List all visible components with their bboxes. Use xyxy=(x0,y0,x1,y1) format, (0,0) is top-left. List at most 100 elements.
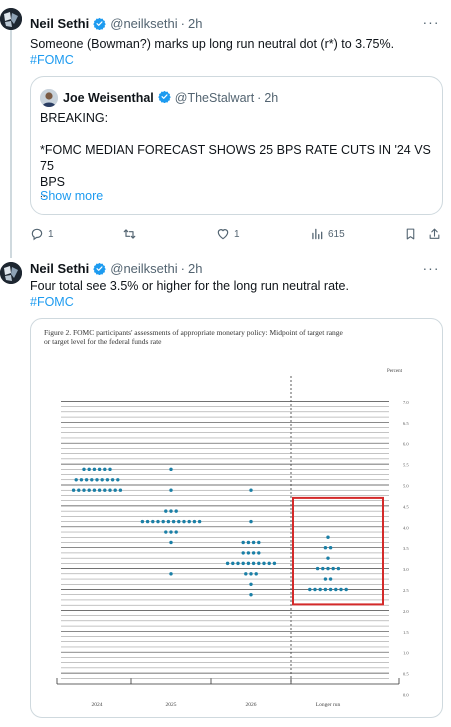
retweet-button[interactable] xyxy=(122,226,141,242)
tweet-body: Four total see 3.5% or higher for the lo… xyxy=(30,279,349,293)
participant-dot xyxy=(257,551,261,555)
author-name[interactable]: Neil Sethi xyxy=(30,15,90,31)
timestamp[interactable]: 2h xyxy=(188,15,203,31)
y-tick-label: 5.0 xyxy=(403,484,409,489)
share-button[interactable] xyxy=(428,226,441,242)
y-tick-label: 0.0 xyxy=(403,693,409,698)
y-axis-label: Percent xyxy=(387,369,403,374)
author-handle[interactable]: @neilksethi xyxy=(110,15,178,31)
heart-icon xyxy=(217,229,229,240)
hashtag-link[interactable]: #FOMC xyxy=(30,53,74,67)
participant-dot xyxy=(251,540,256,545)
timestamp[interactable]: 2h xyxy=(188,260,203,276)
participant-dot xyxy=(118,488,123,492)
y-tick-label: 1.5 xyxy=(403,630,409,635)
figure-title: Figure 2. FOMC participants' assessments… xyxy=(44,328,434,346)
participant-dot xyxy=(249,593,253,597)
participant-dot xyxy=(257,540,261,545)
participant-dot xyxy=(241,551,245,555)
more-options-icon[interactable]: ··· xyxy=(422,260,440,276)
hashtag-link[interactable]: #FOMC xyxy=(30,295,74,309)
participant-dot xyxy=(140,519,145,524)
participant-dot xyxy=(145,519,150,524)
quoted-avatar xyxy=(40,89,58,107)
participant-dot xyxy=(79,478,84,482)
author-name[interactable]: Neil Sethi xyxy=(30,260,90,276)
y-tick-label: 4.5 xyxy=(403,504,409,509)
participant-dot xyxy=(187,519,191,524)
verified-badge-icon xyxy=(93,17,107,30)
y-tick-label: 6.5 xyxy=(403,421,409,426)
share-icon xyxy=(429,228,440,239)
y-tick-label: 4.0 xyxy=(403,525,409,530)
like-button[interactable]: 1 xyxy=(216,226,240,242)
author-handle[interactable]: @neilksethi xyxy=(110,260,178,276)
quoted-tweet-body: BREAKING: *FOMC MEDIAN FORECAST SHOWS 25… xyxy=(40,110,432,200)
y-tick-label: 1.0 xyxy=(403,651,409,656)
participant-dot xyxy=(90,478,94,482)
participant-dot xyxy=(318,587,322,592)
participant-dot xyxy=(246,561,251,566)
x-tick-label: 2026 xyxy=(246,702,257,708)
retweet-icon xyxy=(123,229,136,239)
participant-dot xyxy=(251,561,256,566)
participant-dot xyxy=(116,478,120,482)
participant-dot xyxy=(100,478,104,482)
participant-dot xyxy=(326,556,330,560)
reply-icon xyxy=(31,228,43,241)
participant-dot xyxy=(103,467,107,472)
show-more-link[interactable]: Show more xyxy=(40,189,104,203)
quoted-tweet-card[interactable]: Joe Weisenthal @TheStalwart · 2h BREAKIN… xyxy=(30,76,443,215)
quoted-timestamp: 2h xyxy=(264,91,279,105)
more-options-icon[interactable]: ··· xyxy=(422,14,440,30)
bookmark-button[interactable] xyxy=(404,226,417,242)
x-tick-label: Longer run xyxy=(316,702,341,708)
person-avatar-icon xyxy=(40,89,58,107)
blank-line xyxy=(40,126,432,142)
participant-dot xyxy=(262,561,266,566)
y-tick-label: 0.5 xyxy=(403,672,409,677)
participant-dot xyxy=(339,587,343,592)
views-button[interactable]: 615 xyxy=(310,226,345,242)
avatar-logo-icon xyxy=(0,262,22,284)
attached-chart-image[interactable]: Figure 2. FOMC participants' assessments… xyxy=(30,318,443,718)
quoted-ellipsis: ... xyxy=(40,189,49,200)
participant-dot xyxy=(166,519,171,524)
participant-dot xyxy=(246,540,251,545)
participant-dot xyxy=(328,587,333,592)
participant-dot xyxy=(95,478,99,482)
participant-dot xyxy=(169,509,173,513)
participant-dot xyxy=(77,488,81,492)
participant-dot xyxy=(323,587,328,592)
participant-dot xyxy=(241,540,245,545)
y-tick-label: 6.0 xyxy=(403,442,409,447)
participant-dot xyxy=(182,519,186,524)
dot-plot-chart: 7.0 6.5 6.0 5.5 5.0 4.5 4.0 3.5 3.0 2.5 2.0 1.5 1.0 0… xyxy=(56,369,409,708)
participant-dot xyxy=(169,540,173,545)
participant-dot xyxy=(177,519,181,524)
quoted-line: BPS xyxy=(40,175,66,189)
reply-count: 1 xyxy=(48,228,54,240)
participant-dot xyxy=(323,577,328,581)
separator-dot: · xyxy=(180,260,185,276)
participant-dot xyxy=(334,587,338,592)
reply-button[interactable]: 1 xyxy=(30,226,54,242)
avatar[interactable] xyxy=(0,8,22,30)
highlight-box xyxy=(292,496,384,606)
x-tick-label: 2025 xyxy=(166,702,177,708)
participant-dot xyxy=(192,519,197,524)
tweet-header: Neil Sethi @neilksethi · 2h xyxy=(30,259,202,277)
participant-dot xyxy=(164,530,168,534)
participant-dot xyxy=(321,566,325,571)
participant-dot xyxy=(249,519,253,524)
y-tick-label: 2.0 xyxy=(403,609,409,614)
y-tick-label: 2.5 xyxy=(403,588,409,593)
avatar[interactable] xyxy=(0,262,22,284)
view-count: 615 xyxy=(328,228,345,240)
separator-dot: · xyxy=(180,15,185,31)
participant-dot xyxy=(161,519,165,524)
bookmark-icon xyxy=(406,228,415,240)
participant-dot xyxy=(236,561,240,566)
participant-dot xyxy=(97,467,102,472)
y-tick-label: 3.0 xyxy=(403,567,409,572)
